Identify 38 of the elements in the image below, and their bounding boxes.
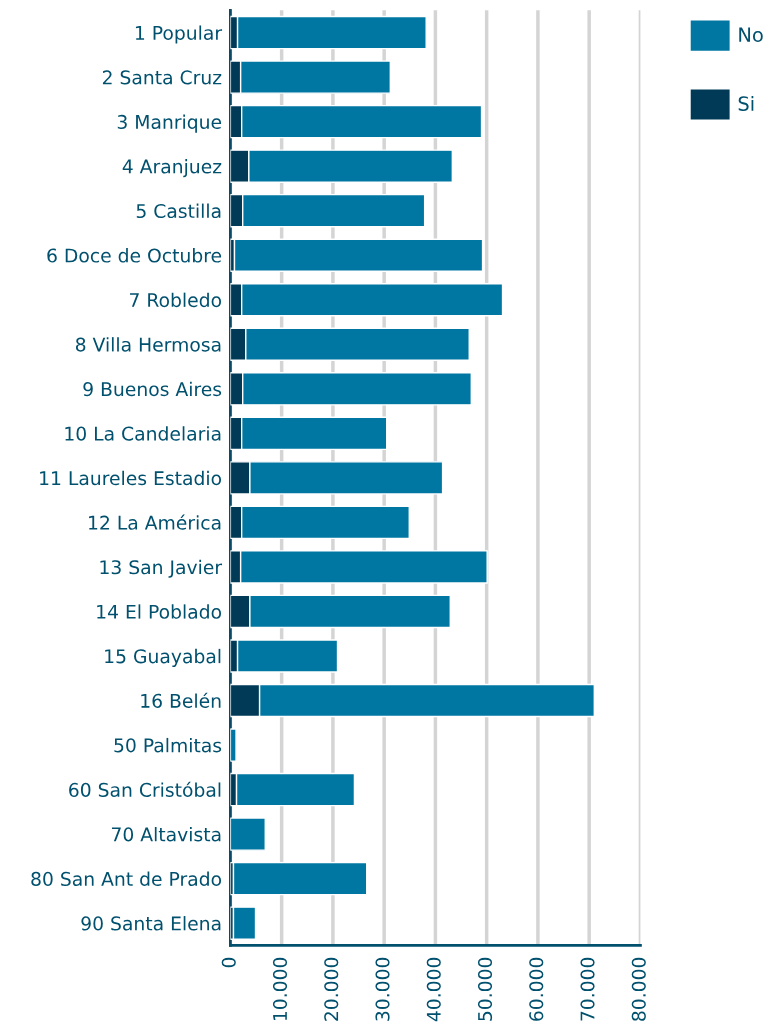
y-tick-label: 50 Palmitas [114, 737, 222, 753]
bar [230, 817, 266, 851]
y-tick-label: 8 Villa Hermosa [75, 337, 221, 352]
y-tick-label: 80 San Ant de Prado [31, 871, 222, 887]
y-tick-label: 15 Guayabal [105, 648, 221, 668]
x-tick-label: 30.000 [375, 957, 390, 1021]
y-tick-label: 60 San Cristóbal [69, 781, 221, 797]
x-tick-label: 40.000 [426, 957, 441, 1022]
y-tick-label: 4 Aranjuez [122, 159, 222, 178]
x-tick-label: 70.000 [580, 957, 595, 1021]
x-tick-label: 50.000 [477, 957, 493, 1021]
legend-label: No [739, 27, 763, 43]
bar [233, 238, 484, 272]
y-tick-label: 90 Santa Elena [81, 916, 221, 931]
y-tick-label: 12 La América [89, 514, 221, 530]
y-tick-label: 7 Robledo [130, 292, 222, 308]
y-tick-label: 3 Manrique [117, 114, 222, 133]
x-tick-label: 80.000 [631, 957, 646, 1021]
bar [230, 728, 237, 762]
y-tick-label: 10 La Candelaria [65, 426, 221, 441]
x-tick-label: 10.000 [272, 957, 288, 1021]
y-tick-label: 2 Santa Cruz [102, 70, 222, 85]
legend-label: Si [738, 95, 754, 111]
y-tick-label: 5 Castilla [136, 203, 221, 219]
y-tick-label: 16 Belén [141, 692, 221, 708]
y-tick-label: 70 Altavista [111, 826, 221, 842]
bar [232, 861, 368, 896]
y-tick-label: 9 Buenos Aires [83, 381, 222, 397]
bar [235, 772, 356, 807]
y-tick-label: 11 Laureles Estadio [40, 470, 222, 486]
y-tick-label: 13 San Javier [100, 559, 223, 578]
y-tick-label: 14 El Poblado [97, 604, 222, 619]
x-tick-label: 60.000 [529, 957, 544, 1021]
x-tick-label: 20.000 [324, 957, 339, 1021]
y-tick-label: 1 Popular [135, 25, 223, 44]
y-tick-label: 6 Doce de Octubre [47, 248, 222, 263]
bar [232, 906, 257, 940]
x-tick-label: 0 [221, 957, 236, 968]
